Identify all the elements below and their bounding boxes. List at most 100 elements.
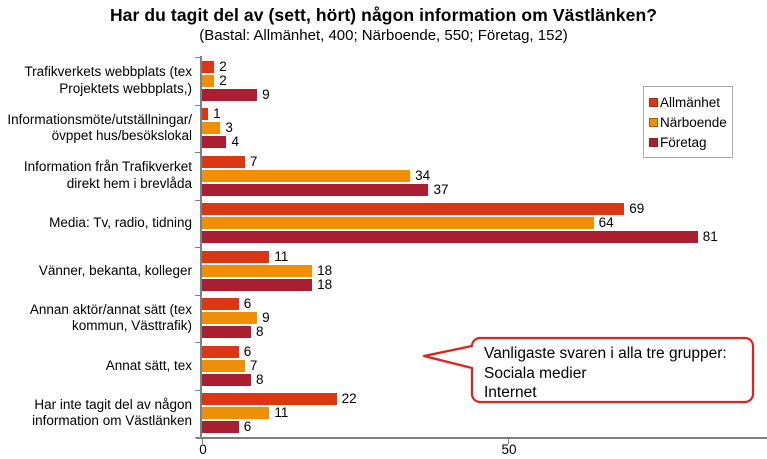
x-axis-tick (202, 439, 203, 444)
callout-line-1: Vanligaste svaren i alla tre grupper: (484, 345, 727, 362)
category-labels: Trafikverkets webbplats (tex Projektets … (0, 57, 196, 437)
x-axis-tick-label: 0 (199, 442, 207, 457)
bar-allmanhet (202, 60, 215, 73)
legend-label-foretag: Företag (660, 134, 707, 150)
bar-value-label: 11 (274, 405, 289, 421)
bar-foretag (202, 278, 313, 291)
plot-area: 2 2 9 1 3 4 7 34 37 69 64 81 11 18 18 6 9 8 6 7 8 22 11 6 (202, 57, 767, 437)
chart-title: Har du tagit del av (sett, hört) någon i… (109, 5, 658, 25)
legend-label-allmanhet: Allmänhet (660, 94, 721, 110)
bar-narboende (202, 217, 594, 230)
bar-row-allmanhet: 7 (202, 153, 767, 169)
bar-foretag (202, 421, 239, 434)
bar-value-label: 9 (262, 86, 270, 102)
bar-value-label: 6 (243, 419, 252, 435)
bar-row-narboende: 3 (202, 120, 767, 136)
bar-value-label: 2 (219, 58, 227, 74)
bar-value-label: 1 (213, 106, 221, 122)
bar-row-narboende: 2 (202, 72, 767, 88)
bar-row-narboende: 11 (202, 405, 767, 421)
bar-allmanhet (202, 298, 239, 311)
x-axis-tick-label: 50 (501, 442, 517, 457)
bar-value-label: 2 (219, 72, 227, 88)
bar-value-label: 69 (629, 201, 645, 217)
y-axis-tick (195, 199, 200, 201)
legend-item-foretag: Företag (649, 132, 730, 152)
bar-value-label: 81 (702, 229, 718, 245)
y-axis-tick (195, 389, 200, 391)
y-axis-tick (195, 57, 200, 58)
bar-value-label: 34 (415, 167, 431, 183)
bar-value-label: 11 (274, 248, 289, 264)
y-axis-tick (195, 152, 200, 153)
bar-row-foretag: 6 (202, 419, 767, 435)
bar-row-narboende: 7 (202, 357, 767, 373)
bar-row-foretag: 4 (202, 134, 767, 150)
bar-value-label: 8 (255, 371, 264, 387)
bar-row-narboende: 18 (202, 262, 767, 278)
bar-narboende (202, 407, 270, 420)
y-axis-tick (195, 247, 200, 248)
bar-allmanhet (202, 155, 245, 168)
category-label: Annan aktör/annat sätt (tex kommun, Väst… (29, 301, 192, 334)
bar-narboende (202, 169, 411, 182)
bar-narboende (202, 74, 215, 87)
legend-item-narboende: Närboende (649, 112, 730, 132)
bar-value-label: 7 (249, 357, 258, 373)
legend-key-narboende-icon (649, 117, 658, 127)
bar-allmanhet (202, 250, 270, 263)
bar-value-label: 7 (249, 153, 258, 169)
bar-narboende (202, 122, 221, 135)
bar-row-allmanhet: 69 (202, 201, 767, 217)
category-label: Trafikverkets webbplats (tex Projektets … (24, 64, 192, 96)
bar-row-allmanhet: 2 (202, 58, 767, 74)
bar-value-label: 18 (317, 262, 333, 278)
bar-narboende (202, 264, 313, 277)
category-label: Media: Tv, radio, tidning (49, 215, 192, 230)
bar-value-label: 22 (341, 391, 357, 407)
y-axis-tick (195, 342, 200, 343)
legend-item-allmanhet: Allmänhet (649, 92, 730, 112)
bar-narboende (202, 312, 258, 325)
chart-subtitle: (Bastal: Allmänhet, 400; Närboende, 550;… (199, 27, 568, 44)
x-axis-tick (508, 439, 509, 444)
bar-value-label: 8 (255, 324, 264, 340)
bar-foretag (202, 326, 251, 339)
y-axis-tick (195, 104, 200, 106)
bar-row-foretag: 8 (202, 371, 767, 387)
bar-group: 7 34 37 (202, 152, 767, 200)
category-label: Information från Trafikverket direkt hem… (23, 159, 192, 191)
bar-foretag (202, 373, 251, 386)
bar-allmanhet (202, 203, 625, 216)
bar-foretag (202, 231, 698, 244)
bar-value-label: 6 (243, 296, 252, 312)
bar-row-foretag: 37 (202, 181, 767, 197)
bar-foretag (202, 88, 258, 101)
bar-foretag (202, 136, 227, 149)
bar-row-allmanhet: 6 (202, 296, 767, 312)
bar-value-label: 37 (433, 181, 449, 197)
bar-value-label: 3 (225, 120, 233, 136)
legend-key-foretag-icon (649, 137, 658, 147)
category-label: Vänner, bekanta, kolleger (38, 262, 192, 278)
callout-text: Vanligaste svaren i alla tre grupper: So… (484, 344, 746, 403)
legend-label-narboende: Närboende (660, 114, 727, 130)
bar-row-allmanhet: 1 (202, 106, 767, 122)
bar-value-label: 64 (598, 215, 614, 231)
bar-allmanhet (202, 393, 337, 406)
bar-group: 11 18 18 (202, 247, 767, 295)
bar-row-narboende: 64 (202, 215, 767, 231)
bar-narboende (202, 359, 245, 372)
bar-row-foretag: 8 (202, 324, 767, 340)
bar-value-label: 9 (262, 310, 270, 326)
bar-allmanhet (202, 108, 209, 121)
bar-value-label: 4 (231, 134, 239, 150)
y-axis-line (200, 56, 202, 438)
bar-row-narboende: 9 (202, 310, 767, 326)
bar-row-allmanhet: 11 (202, 248, 767, 264)
bar-row-allmanhet: 6 (202, 345, 767, 358)
